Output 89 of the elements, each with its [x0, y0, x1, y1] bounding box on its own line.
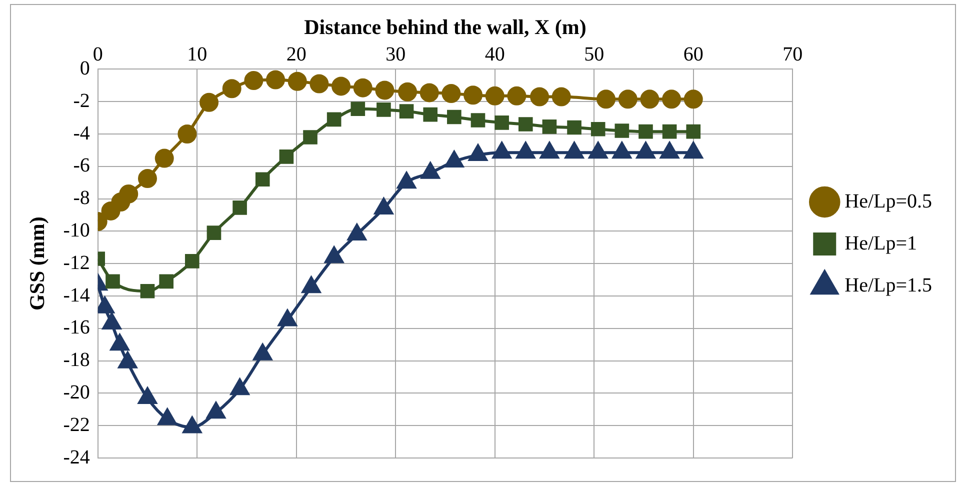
- point: [106, 274, 120, 289]
- x-axis-title: Distance behind the wall, X (m): [304, 15, 586, 40]
- point: [542, 120, 557, 134]
- point: [662, 90, 682, 109]
- point: [158, 408, 177, 426]
- x-tick-label: 30: [386, 43, 406, 66]
- point: [110, 334, 129, 351]
- point: [303, 130, 318, 144]
- point: [686, 124, 701, 139]
- y-tick-label: -12: [63, 252, 90, 274]
- x-tick-label: 60: [683, 43, 704, 66]
- point: [154, 148, 174, 168]
- point: [485, 86, 504, 106]
- point: [288, 72, 307, 91]
- point: [590, 122, 606, 136]
- point: [302, 276, 321, 294]
- point: [266, 70, 286, 90]
- point: [530, 87, 550, 106]
- point: [279, 150, 294, 164]
- point: [200, 92, 219, 112]
- point: [618, 90, 638, 109]
- legend-label: He/Lp=1.5: [844, 274, 932, 296]
- point: [206, 226, 222, 240]
- y-tick-label: -22: [63, 414, 90, 436]
- point: [230, 378, 250, 396]
- point: [138, 388, 157, 404]
- y-tick-label: 0: [80, 57, 90, 80]
- point: [255, 172, 270, 187]
- point: [552, 87, 571, 106]
- point: [640, 90, 660, 109]
- y-tick-label: -4: [73, 122, 90, 144]
- point: [507, 86, 526, 106]
- y-tick-label: -20: [63, 381, 90, 404]
- point: [638, 124, 653, 139]
- point: [140, 284, 155, 298]
- point: [567, 120, 582, 135]
- x-tick-label: 20: [286, 43, 306, 66]
- y-tick-label: -24: [63, 446, 90, 468]
- point: [684, 90, 703, 109]
- y-axis-title: GSS (mm): [25, 216, 50, 311]
- point: [206, 402, 226, 419]
- y-tick-label: -18: [63, 349, 90, 372]
- point: [310, 74, 329, 94]
- point: [447, 110, 462, 124]
- point: [184, 254, 200, 268]
- point: [353, 78, 372, 98]
- point: [376, 102, 391, 117]
- point: [222, 79, 242, 98]
- point: [119, 184, 138, 204]
- point: [375, 80, 394, 100]
- y-tick-label: -6: [73, 154, 90, 177]
- x-tick-label: 70: [782, 43, 803, 66]
- point: [398, 82, 418, 102]
- point: [464, 86, 483, 105]
- point: [278, 310, 297, 326]
- x-tick-label: 10: [187, 43, 208, 66]
- y-tick-label: -14: [63, 284, 90, 306]
- point: [374, 198, 393, 215]
- point: [614, 124, 630, 138]
- legend-label: He/Lp=0.5: [844, 190, 932, 212]
- point: [518, 117, 533, 132]
- point: [232, 200, 247, 215]
- legend-label: He/Lp=1: [844, 232, 917, 254]
- x-tick-label: 50: [584, 43, 604, 66]
- point: [662, 124, 677, 139]
- point: [399, 104, 414, 118]
- point: [494, 116, 509, 130]
- point: [182, 416, 202, 434]
- point: [159, 274, 174, 289]
- point: [253, 344, 272, 360]
- point: [423, 107, 438, 122]
- point: [326, 112, 342, 127]
- point: [138, 169, 157, 188]
- point: [332, 76, 351, 96]
- point: [350, 102, 366, 116]
- point: [102, 313, 122, 330]
- x-tick-label: 40: [484, 43, 505, 66]
- point: [470, 113, 486, 128]
- point: [118, 352, 137, 368]
- point: [244, 71, 264, 90]
- point: [178, 124, 197, 144]
- y-tick-label: -2: [73, 90, 90, 112]
- point: [442, 84, 461, 103]
- y-tick-label: -16: [63, 316, 90, 339]
- point: [420, 83, 439, 102]
- y-tick-label: -10: [63, 219, 90, 242]
- point: [324, 246, 344, 264]
- y-tick-label: -8: [73, 187, 90, 210]
- point: [596, 90, 616, 109]
